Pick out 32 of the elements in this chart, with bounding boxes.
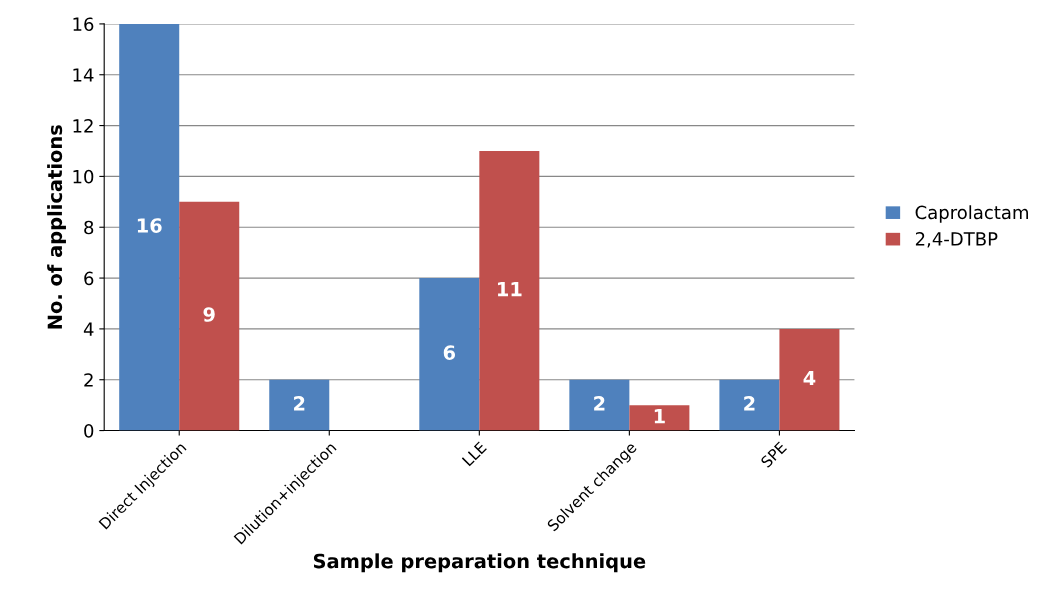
data-label: 2 (594, 396, 605, 411)
data-label: 6 (443, 345, 456, 360)
bar (779, 328, 840, 431)
y-tick-label: 10 (73, 169, 94, 184)
legend-label: 2,4-DTBP (915, 232, 998, 248)
data-label: 16 (137, 218, 162, 233)
bar (269, 379, 330, 431)
bar (179, 201, 240, 431)
data-label: 2 (744, 396, 755, 411)
y-axis-title: No. of applications (47, 125, 66, 329)
legend-label: Caprolactam (915, 205, 1028, 223)
y-tick-label: 6 (84, 271, 94, 286)
y-tick-label: 16 (73, 17, 94, 32)
data-label: 11 (497, 281, 522, 297)
y-tick-label: 12 (73, 119, 93, 133)
x-tick-label: LLE (461, 441, 487, 467)
data-label: 1 (654, 409, 665, 424)
y-tick-label: 0 (84, 424, 94, 438)
y-tick-label: 14 (73, 68, 94, 82)
y-tick-label: 2 (84, 373, 93, 387)
y-tick-label: 8 (84, 220, 94, 235)
data-label: 2 (294, 396, 305, 411)
x-axis-title: Sample preparation technique (313, 553, 646, 573)
bar (569, 379, 630, 431)
bar (719, 379, 780, 431)
data-label: 9 (203, 307, 215, 322)
bar (119, 23, 180, 431)
data-label: 4 (803, 370, 816, 386)
bar (419, 278, 480, 431)
bar (629, 405, 690, 431)
bar (479, 151, 540, 431)
y-tick-label: 4 (83, 322, 94, 336)
